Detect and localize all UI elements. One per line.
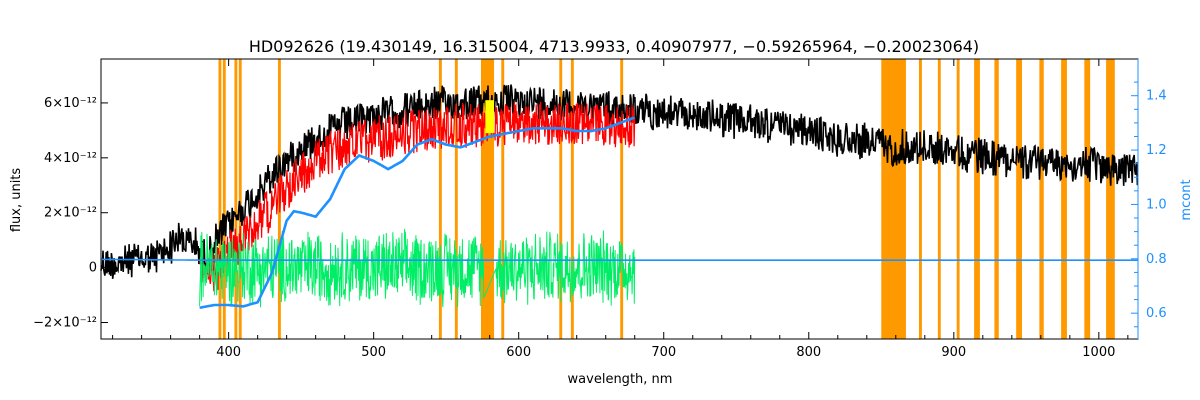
y2-tick-label: 0.6 bbox=[1146, 306, 1167, 321]
masked-band bbox=[222, 59, 226, 339]
y-axis-label: flux, units bbox=[9, 168, 24, 233]
x-tick-label: 400 bbox=[216, 345, 241, 360]
y-tick-label: −2×10⁻¹² bbox=[33, 316, 97, 331]
masked-band bbox=[238, 59, 242, 339]
masked-bands bbox=[218, 59, 1115, 339]
x-tick-label: 700 bbox=[651, 345, 676, 360]
y2-axis-label: mcont bbox=[1179, 179, 1194, 220]
masked-band bbox=[438, 59, 442, 339]
masked-band bbox=[994, 59, 999, 339]
y-axis: −2×10⁻¹² 0 2×10⁻¹² 4×10⁻¹² 6×10⁻¹² bbox=[33, 96, 108, 331]
masked-band bbox=[620, 59, 624, 339]
masked-band bbox=[937, 59, 941, 339]
mcont-series bbox=[199, 116, 636, 309]
observed-series bbox=[100, 84, 1139, 279]
masked-band bbox=[918, 59, 922, 339]
y2-tick-label: 1.0 bbox=[1146, 197, 1167, 212]
masked-band bbox=[501, 59, 505, 339]
x-tick-label: 500 bbox=[361, 345, 386, 360]
residual-series bbox=[199, 228, 636, 308]
y2-tick-label: 1.2 bbox=[1146, 143, 1167, 158]
x-axis-label: wavelength, nm bbox=[568, 372, 673, 387]
masked-band bbox=[1061, 59, 1067, 339]
model-series bbox=[199, 101, 636, 292]
y-tick-label: 0 bbox=[89, 261, 97, 276]
masked-band bbox=[956, 59, 960, 339]
x-tick-label: 600 bbox=[506, 345, 531, 360]
y-tick-label: 2×10⁻¹² bbox=[44, 206, 97, 221]
masked-band bbox=[974, 59, 980, 339]
x-tick-label: 900 bbox=[941, 345, 966, 360]
masked-band bbox=[218, 59, 222, 339]
masked-band bbox=[234, 59, 238, 339]
y2-tick-label: 0.8 bbox=[1146, 252, 1167, 267]
series-layer bbox=[100, 84, 1139, 309]
masked-band bbox=[570, 59, 574, 339]
chart-title: HD092626 (19.430149, 16.315004, 4713.993… bbox=[249, 37, 979, 56]
masked-band bbox=[1016, 59, 1022, 339]
y2-axis: 0.6 0.8 1.0 1.2 1.4 bbox=[1131, 59, 1167, 339]
masked-band bbox=[881, 59, 906, 339]
y2-tick-label: 1.4 bbox=[1146, 89, 1167, 104]
mcont-baseline-series bbox=[100, 258, 1138, 261]
masked-band bbox=[1084, 59, 1091, 339]
y-tick-label: 4×10⁻¹² bbox=[44, 151, 97, 166]
masked-band bbox=[559, 59, 563, 339]
x-tick-label: 800 bbox=[796, 345, 821, 360]
masked-band bbox=[1106, 59, 1115, 339]
x-tick-label: 1000 bbox=[1082, 345, 1115, 360]
masked-band bbox=[454, 59, 458, 339]
highlight-mark bbox=[485, 100, 495, 134]
masked-band bbox=[1039, 59, 1044, 339]
y-tick-label: 6×10⁻¹² bbox=[44, 96, 97, 111]
x-axis: 400 500 600 700 800 900 1000 bbox=[112, 59, 1129, 360]
